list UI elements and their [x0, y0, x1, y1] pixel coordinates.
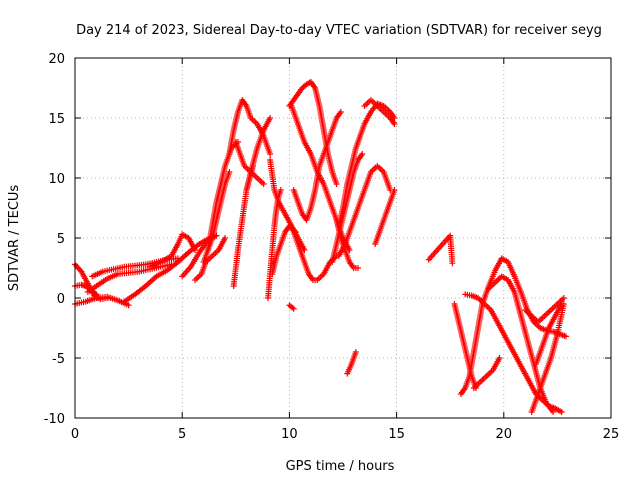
series-arc-05 [89, 255, 181, 280]
data-point [290, 305, 297, 312]
x-tick-label: 15 [388, 427, 405, 442]
y-tick-label: -5 [52, 352, 65, 367]
plot-frame [74, 57, 612, 419]
data-point [449, 260, 456, 267]
data-point [562, 333, 569, 340]
data-point [333, 181, 340, 187]
x-tick-labels: 0 5 10 15 20 25 [71, 427, 619, 442]
data-point [277, 187, 284, 193]
series-arc-07 [147, 231, 199, 270]
y-tick-label: 15 [48, 112, 65, 127]
data-point [355, 265, 362, 271]
series-arc-20 [288, 223, 340, 283]
data-point [249, 163, 256, 169]
data-point [337, 109, 344, 115]
series-arc-31 [425, 232, 456, 267]
data-point [192, 247, 199, 253]
y-tick-label: 10 [48, 172, 65, 187]
data-point [226, 169, 233, 175]
data-point [359, 151, 366, 157]
x-tick-label: 5 [178, 427, 186, 442]
data-point [496, 355, 503, 361]
data-point [267, 151, 274, 157]
data-point [560, 295, 567, 301]
y-tick-labels: -10 -5 0 5 10 15 20 [44, 52, 65, 427]
series-arc-34 [462, 291, 565, 415]
data-point [391, 187, 398, 193]
data-point [222, 235, 229, 241]
data-point [267, 115, 274, 121]
data-marks [72, 79, 569, 415]
y-tick-label: 20 [48, 52, 65, 67]
series-arc-39 [522, 295, 567, 325]
series-arc-26 [335, 163, 394, 259]
series-arc-33 [451, 301, 479, 391]
series-arc-04 [84, 261, 175, 295]
chart-title: Day 214 of 2023, Sidereal Day-to-day VTE… [76, 23, 602, 38]
series-arc-30 [286, 302, 297, 312]
data-point [260, 181, 267, 187]
y-axis-label: SDTVAR / TECUs [7, 185, 22, 292]
data-point [550, 409, 557, 415]
y-tick-label: 5 [57, 232, 65, 247]
series-arc-03 [72, 293, 132, 309]
series-arc-25 [333, 217, 362, 271]
x-tick-label: 25 [603, 427, 620, 442]
series-arc-35 [470, 355, 503, 391]
series-arc-37 [528, 301, 567, 415]
series-arc-29 [344, 349, 359, 377]
data-point [391, 121, 398, 127]
data-point [558, 409, 565, 415]
series-arc-28 [372, 187, 398, 247]
x-tick-label: 10 [281, 427, 298, 442]
data-point [125, 302, 132, 309]
y-tick-label: 0 [57, 292, 65, 307]
series-arc-14 [230, 163, 256, 289]
y-tick-label: -10 [44, 412, 65, 427]
data-point [352, 349, 359, 355]
x-axis-label: GPS time / hours [286, 459, 395, 474]
x-tick-label: 20 [496, 427, 513, 442]
series-arc-27 [361, 97, 398, 127]
x-tick-label: 0 [71, 427, 79, 442]
series-arc-15 [232, 139, 267, 187]
